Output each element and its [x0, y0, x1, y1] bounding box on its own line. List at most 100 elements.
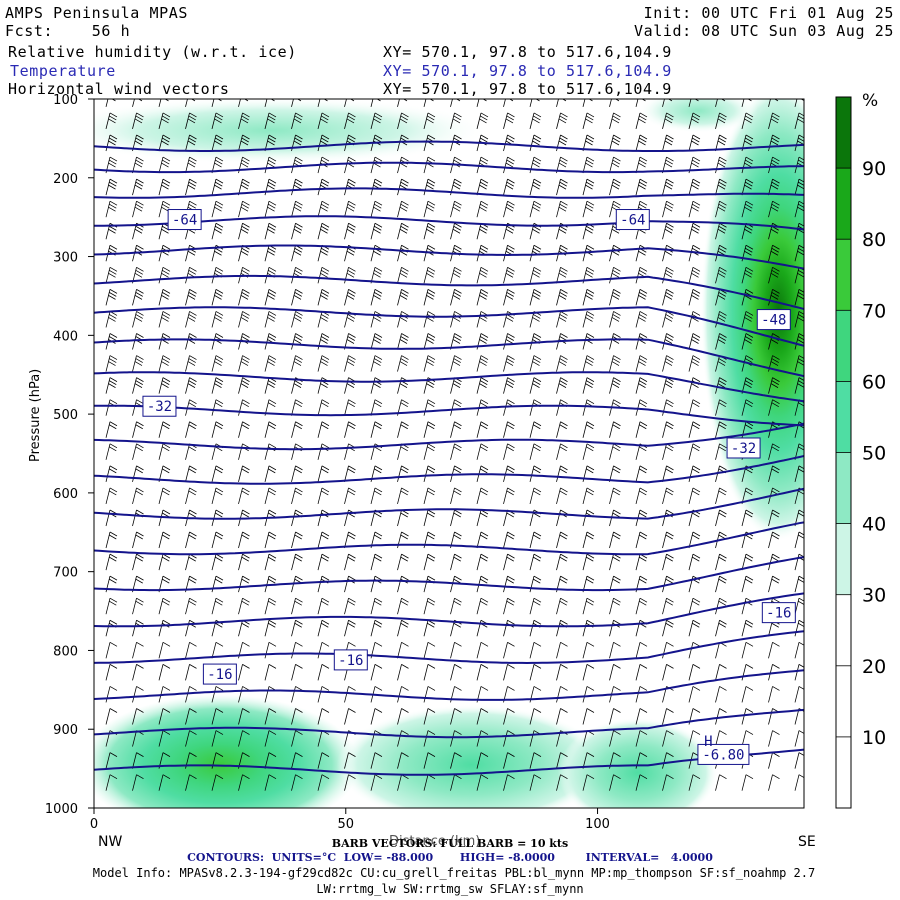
wind-barb-flag: [295, 421, 303, 427]
wind-barb: [503, 509, 508, 527]
wind-barb: [185, 134, 190, 152]
wind-barb-flag: [719, 266, 727, 272]
temperature-contour: [94, 592, 804, 628]
wind-barb: [264, 134, 270, 152]
wind-barb: [635, 245, 641, 262]
wind-barb-flag: [162, 311, 171, 316]
y-tick-label: 500: [53, 408, 78, 423]
wind-barb: [794, 156, 800, 174]
wind-barb-flag: [454, 752, 462, 757]
wind-barb-flag: [666, 553, 674, 559]
wind-barb-flag: [800, 99, 804, 102]
wind-barb-flag: [268, 156, 277, 162]
wind-barb-flag: [296, 99, 302, 102]
wind-barb-flag: [719, 686, 727, 691]
wind-barb-flag: [772, 377, 780, 382]
wind-barb-flag: [560, 156, 568, 162]
wind-barb-flag: [454, 575, 462, 581]
wind-barb-flag: [506, 292, 514, 297]
wind-barb: [264, 443, 270, 460]
wind-barb-flag: [507, 531, 515, 537]
wind-barb: [662, 99, 665, 107]
wind-barb-flag: [639, 686, 648, 691]
wind-barb: [609, 553, 614, 571]
wind-barb: [609, 267, 614, 284]
wind-barb: [582, 421, 588, 438]
wind-barb: [450, 99, 453, 107]
wind-barb-flag: [772, 487, 780, 493]
wind-barb-flag: [639, 269, 647, 275]
wind-barb-flag: [772, 266, 780, 272]
wind-barb-flag: [135, 137, 143, 143]
wind-barb: [529, 355, 535, 372]
wind-barb-flag: [321, 641, 330, 647]
wind-barb: [794, 245, 800, 262]
wind-barb: [715, 686, 720, 703]
wind-barb-flag: [135, 292, 143, 297]
wind-barb: [556, 377, 561, 394]
wind-barb-flag: [109, 619, 118, 625]
colorbar-segment: [836, 381, 851, 453]
wind-barb-flag: [691, 317, 699, 322]
wind-barb: [317, 509, 323, 527]
wind-barb: [556, 553, 561, 571]
wind-barb-flag: [798, 200, 804, 205]
wind-barb-flag: [268, 553, 277, 559]
wind-barb: [105, 377, 111, 394]
wind-barb-flag: [348, 531, 356, 537]
wind-barb-flag: [798, 531, 804, 536]
wind-barb-flag: [453, 600, 461, 606]
wind-barb-flag: [161, 272, 169, 278]
wind-barb: [609, 245, 614, 262]
wind-barb: [397, 156, 402, 174]
wind-barb-flag: [109, 289, 118, 294]
wind-barb-flag: [692, 377, 701, 382]
wind-barb-flag: [215, 380, 223, 385]
wind-barb-flag: [745, 556, 753, 562]
wind-barb-flag: [770, 361, 779, 366]
wind-barb-flag: [560, 421, 568, 427]
wind-barb-flag: [508, 91, 515, 95]
wind-barb: [370, 355, 376, 372]
wind-barb-flag: [321, 247, 329, 253]
wind-barb-flag: [215, 686, 224, 691]
wind-barb-flag: [667, 99, 673, 102]
wind-barb: [768, 465, 773, 482]
wind-barb-flag: [162, 156, 171, 162]
wind-barb: [582, 487, 588, 505]
wind-barb: [582, 201, 588, 218]
wind-barb-flag: [718, 402, 726, 408]
wind-barb-flag: [268, 289, 277, 294]
wind-barb: [211, 730, 217, 747]
wind-barb-flag: [559, 534, 567, 540]
wind-barb-flag: [347, 247, 355, 253]
wind-barb-flag: [664, 118, 673, 124]
wind-barb-flag: [532, 184, 540, 190]
y-axis-label: Pressure (hPa): [28, 368, 43, 462]
wind-barb: [317, 752, 323, 769]
wind-barb: [688, 664, 694, 681]
wind-barb-flag: [692, 292, 700, 297]
wind-barb: [158, 774, 164, 791]
wind-barb-flag: [401, 730, 409, 735]
wind-barb-flag: [454, 487, 462, 493]
wind-barb: [238, 223, 243, 240]
wind-barb: [794, 664, 800, 681]
temperature-contour: [94, 338, 804, 378]
wind-barb-flag: [134, 140, 143, 146]
wind-barb-flag: [611, 140, 620, 146]
wind-barb: [529, 620, 535, 637]
wind-barb-flag: [480, 443, 489, 449]
wind-barb-flag: [585, 383, 593, 388]
wind-barb-flag: [454, 311, 462, 316]
wind-barb-flag: [691, 206, 699, 212]
wind-barb-flag: [346, 272, 355, 278]
wind-barb-flag: [189, 399, 197, 405]
wind-barb: [397, 112, 402, 130]
wind-barb: [264, 752, 270, 769]
wind-barb-flag: [507, 752, 515, 757]
wind-barb: [185, 620, 190, 637]
wind-barb-flag: [374, 156, 383, 162]
wind-barb: [423, 774, 429, 791]
wind-barb-flag: [453, 292, 461, 297]
